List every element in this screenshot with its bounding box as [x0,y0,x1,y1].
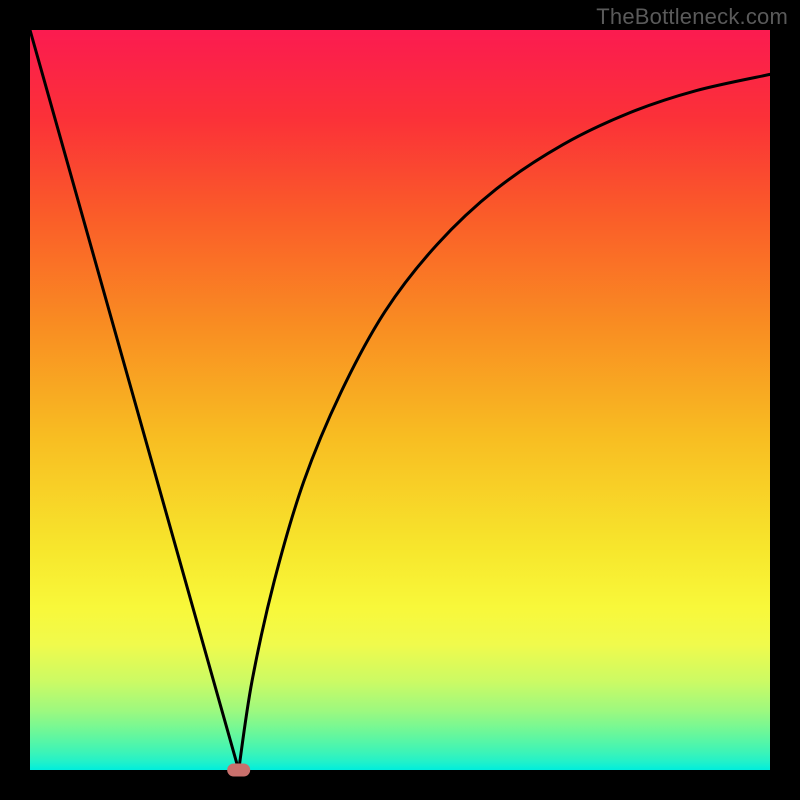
plot-background [30,30,770,770]
bottleneck-chart [0,0,800,800]
minimum-marker [228,764,250,776]
watermark-text: TheBottleneck.com [596,4,788,30]
chart-container: TheBottleneck.com [0,0,800,800]
